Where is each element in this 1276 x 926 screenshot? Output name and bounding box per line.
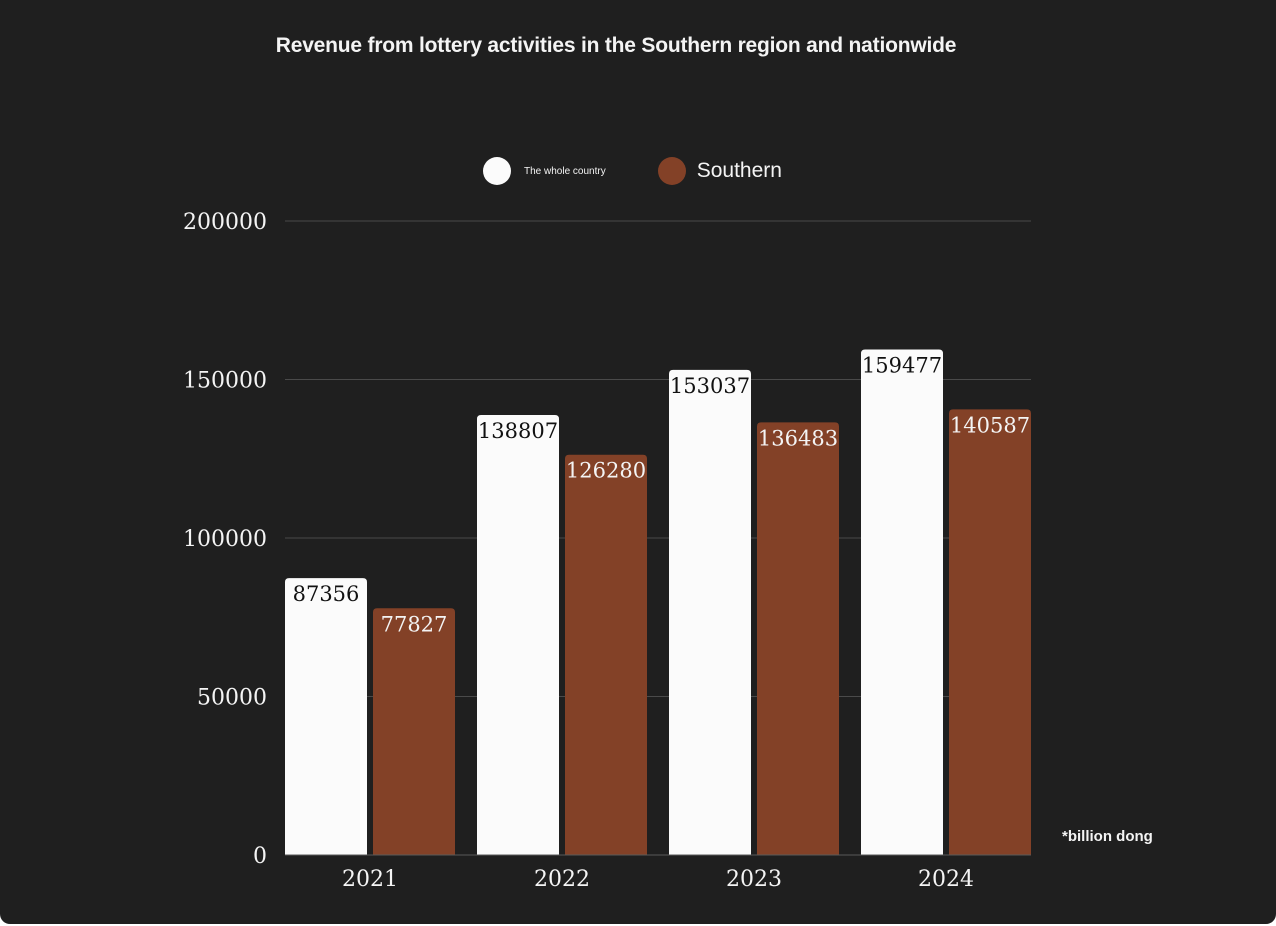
data-label-the-whole-country-2024: 159477: [862, 353, 942, 377]
legend-item-whole-country: The whole country: [483, 157, 658, 185]
data-label-the-whole-country-2021: 87356: [293, 582, 360, 606]
legend-swatch-whole-country: [483, 157, 511, 185]
chart-legend: The whole country Southern: [483, 156, 782, 186]
legend-label-whole-country: The whole country: [524, 165, 606, 177]
bar-southern-2022: [565, 454, 647, 855]
data-label-southern-2023: 136483: [758, 426, 838, 450]
unit-note: *billion dong: [1062, 828, 1153, 845]
bar-the-whole-country-2023: [669, 369, 751, 855]
data-label-southern-2022: 126280: [566, 459, 646, 483]
y-tick-label-150000: 150000: [183, 369, 267, 394]
legend-swatch-southern: [657, 157, 686, 185]
legend-item-southern: Southern: [657, 157, 782, 185]
x-tick-label-2021: 2021: [342, 867, 398, 892]
bar-the-whole-country-2024: [861, 349, 943, 855]
data-label-southern-2024: 140587: [950, 413, 1030, 437]
bar-southern-2023: [757, 422, 839, 855]
y-tick-label-50000: 50000: [197, 686, 267, 711]
bar-the-whole-country-2021: [285, 578, 367, 855]
bar-the-whole-country-2022: [477, 414, 559, 855]
x-tick-label-2022: 2022: [534, 867, 590, 892]
y-tick-label-200000: 200000: [183, 210, 267, 235]
data-label-the-whole-country-2022: 138807: [478, 419, 558, 443]
legend-label-southern: Southern: [696, 159, 782, 182]
data-label-southern-2021: 77827: [381, 612, 448, 636]
chart-title: Revenue from lottery activities in the S…: [275, 34, 957, 57]
x-tick-label-2024: 2024: [918, 867, 974, 892]
bar-southern-2021: [373, 608, 455, 855]
y-tick-label-100000: 100000: [183, 527, 267, 552]
data-label-the-whole-country-2023: 153037: [670, 374, 750, 398]
bar-southern-2024: [949, 409, 1031, 855]
x-tick-label-2023: 2023: [726, 867, 782, 892]
y-tick-label-0: 0: [253, 844, 267, 869]
